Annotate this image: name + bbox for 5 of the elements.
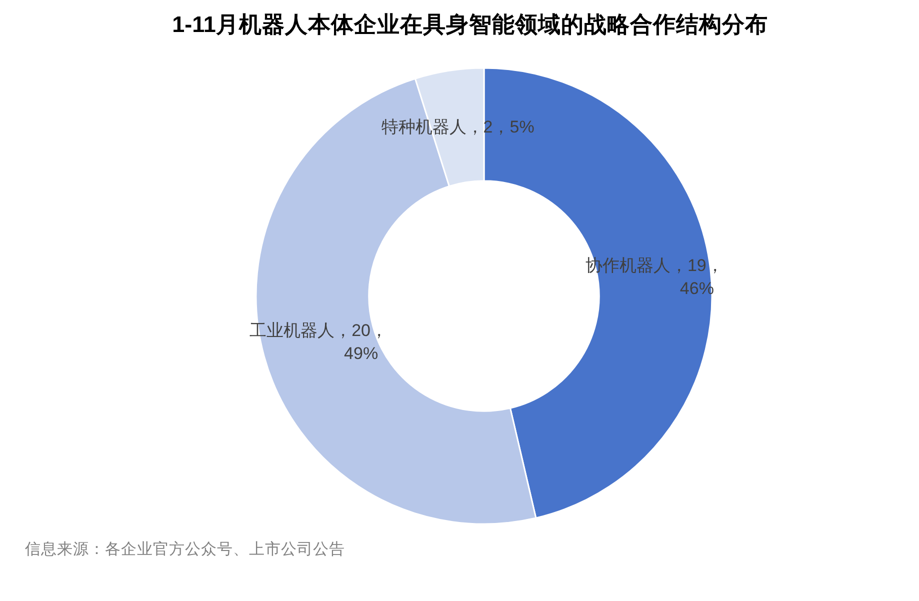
slice-label: 特种机器人 (381, 117, 466, 136)
slice-label: 工业机器人 (250, 320, 335, 340)
text: 信息来源：各企业官方公众号、上市公司公告 (25, 540, 345, 558)
chart-title: 1-11月机器人本体企业在具身智能领域的战略合作结构分布 (172, 12, 768, 37)
data-label: ，20， 49% (334, 320, 388, 363)
